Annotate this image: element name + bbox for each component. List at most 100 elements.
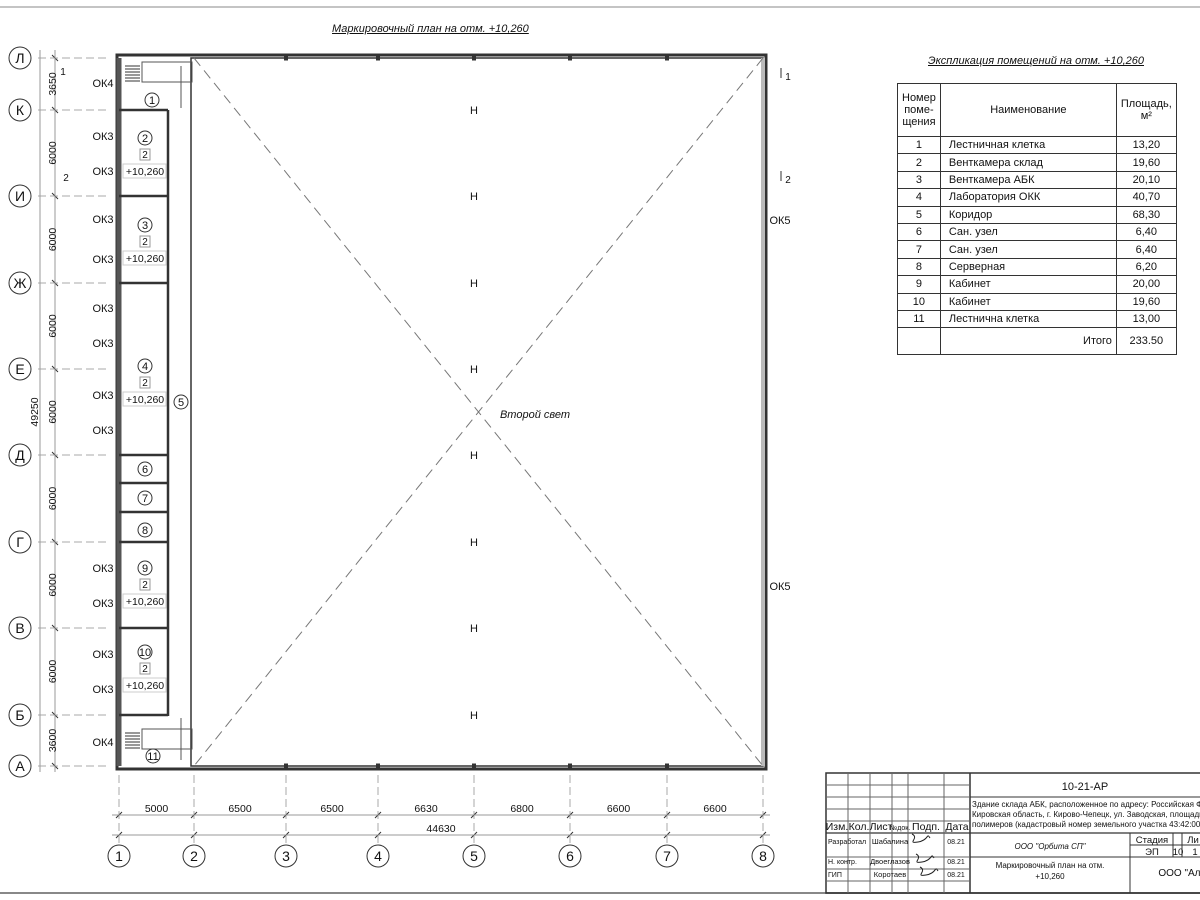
tb-address: Кировская область, г. Кирово-Чепецк, ул.… <box>972 810 1200 819</box>
axis-bubble <box>8 271 32 295</box>
axis-bubble <box>366 844 390 868</box>
explication-table: Номер поме-щения Наименование Площадь, м… <box>897 83 1177 356</box>
dim-value: 5000 <box>145 803 169 815</box>
room-number-bubble <box>137 130 153 146</box>
room-tag: 2 <box>142 580 148 591</box>
column-mark: Н <box>470 710 478 722</box>
room-number-9: 9 <box>142 563 148 575</box>
dim-value: 3650 <box>47 72 59 96</box>
room-number-bubble <box>144 92 160 108</box>
table-row: 10 Кабинет 19,60 <box>897 292 1177 311</box>
room-tag: 2 <box>142 150 148 161</box>
dim-value: 6000 <box>47 314 59 338</box>
column-mark: Н <box>470 191 478 203</box>
axis-bubble <box>558 844 582 868</box>
cell-name: Венткамера склад <box>939 153 1117 172</box>
tb-col-header: №док. <box>890 825 911 832</box>
column-mark: Н <box>470 450 478 462</box>
cell-name: Лестнична клетка <box>939 309 1117 329</box>
table-row: 11 Лестнична клетка 13,00 <box>897 309 1177 329</box>
window-mark: ОК3 <box>92 131 113 143</box>
total-label: Итого <box>939 327 1117 356</box>
window-mark: ОК4 <box>92 78 113 90</box>
axis-number-5: 6 <box>566 848 574 864</box>
room-number-7: 7 <box>142 493 148 505</box>
cell-area: 68,30 <box>1115 205 1177 224</box>
explication-title: Экспликация помещений на отм. +10,260 <box>928 55 1144 67</box>
window-mark: ОК5 <box>769 215 790 227</box>
tb-col-header: Изм. <box>826 821 849 833</box>
column <box>568 55 572 61</box>
stair-landing <box>141 728 193 750</box>
room-number-bubble <box>145 748 161 764</box>
cell-name: Лестничная клетка <box>939 135 1117 155</box>
axis-bubble <box>8 46 32 70</box>
room-number-2: 2 <box>142 133 148 145</box>
dim-total: 49250 <box>29 397 41 426</box>
room-number-4: 4 <box>142 361 148 373</box>
cell-name: Кабинет <box>939 292 1117 311</box>
room-tag-box <box>139 148 151 161</box>
column <box>284 55 288 61</box>
column-mark: Н <box>470 278 478 290</box>
window-mark: ОК3 <box>92 254 113 266</box>
axis-number-0: 1 <box>115 848 123 864</box>
room-number-3: 3 <box>142 220 148 232</box>
diagonal <box>193 57 764 767</box>
tb-designer: ООО "Орбита СП" <box>1014 842 1086 851</box>
dim-value: 6800 <box>510 803 534 815</box>
table-row: 5 Коридор 68,30 <box>897 205 1177 224</box>
cell-name: Серверная <box>939 257 1117 277</box>
window-mark: ОК5 <box>769 581 790 593</box>
column <box>665 55 669 61</box>
room-number-bubble <box>137 358 153 374</box>
dim-value: 3600 <box>47 729 59 753</box>
axis-bubble <box>8 443 32 467</box>
dim-value: 6630 <box>414 803 438 815</box>
table-row: 2 Венткамера склад 19,60 <box>897 153 1177 172</box>
cell-area: 13,20 <box>1115 135 1177 155</box>
window-mark: ОК3 <box>92 684 113 696</box>
axis-number-3: 4 <box>374 848 382 864</box>
window-mark: ОК3 <box>92 166 113 178</box>
dim-value: 6000 <box>47 487 59 511</box>
room-tag-box <box>139 662 151 675</box>
signature <box>915 853 935 863</box>
room-level: +10,260 <box>126 253 164 265</box>
total-value: 233.50 <box>1115 327 1177 356</box>
column <box>284 763 288 769</box>
room-level-box <box>122 391 167 407</box>
cell-name: Лаборатория ОКК <box>939 188 1117 207</box>
axis-label-6: Г <box>16 534 24 550</box>
tb-col-header: Подп. <box>912 821 940 833</box>
window-mark: ОК3 <box>92 598 113 610</box>
room-number-8: 8 <box>142 525 148 537</box>
outer-wall <box>115 53 768 771</box>
table-row: 7 Сан. узел 6,40 <box>897 240 1177 259</box>
column <box>376 55 380 61</box>
dim-total: 44630 <box>426 823 455 835</box>
cell-name: Коридор <box>939 205 1117 224</box>
table-row: 1 Лестничная клетка 13,20 <box>897 135 1177 155</box>
table-row: 6 Сан. узел 6,40 <box>897 222 1177 242</box>
cell-area: 6,40 <box>1115 222 1177 242</box>
window-mark: ОК3 <box>92 303 113 315</box>
tb-address: Здание склада АБК, расположенное по адре… <box>972 800 1200 809</box>
cell-area: 6,40 <box>1115 240 1177 259</box>
axis-bubble <box>182 844 206 868</box>
tb-date: 08.21 <box>947 859 965 866</box>
column-mark: Н <box>470 623 478 635</box>
header-num: Номер поме-щения <box>897 83 941 137</box>
axis-label-0: Л <box>15 50 24 66</box>
column <box>376 763 380 769</box>
tb-sheet-title: Маркировочный план на отм. <box>996 861 1105 870</box>
room-number-5: 5 <box>178 397 184 409</box>
axis-label-4: Е <box>15 361 24 377</box>
room-number-1: 1 <box>149 95 155 107</box>
dim-value: 6600 <box>703 803 727 815</box>
cell-num: 10 <box>897 292 941 311</box>
window-mark: ОК3 <box>92 214 113 226</box>
window-mark: ОК3 <box>92 338 113 350</box>
tb-sheets-header: Ли <box>1187 835 1199 846</box>
room-number-10: 10 <box>139 647 151 659</box>
